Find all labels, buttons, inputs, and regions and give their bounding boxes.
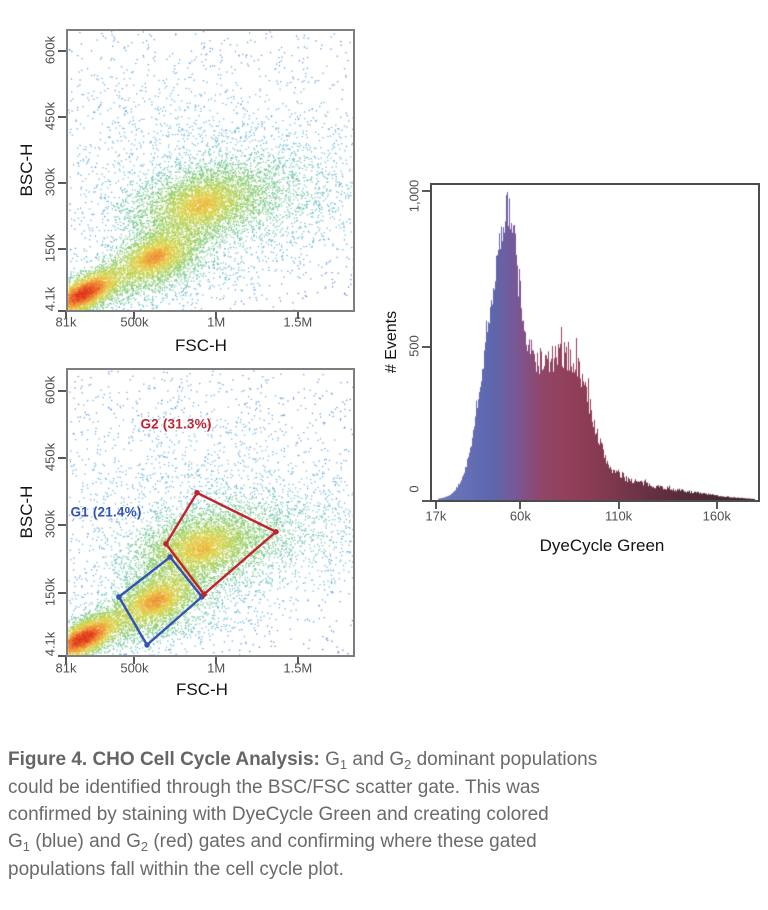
y-tick-mark bbox=[58, 524, 66, 527]
x-tick-mark bbox=[133, 657, 136, 664]
y-tick-mark bbox=[422, 189, 430, 192]
caption-text-segment: (red) gates and confirming where these g… bbox=[148, 831, 537, 852]
x-tick-label: 81k bbox=[55, 314, 77, 330]
histogram-canvas bbox=[432, 185, 758, 500]
gate-g2-label: G2 (31.3%) bbox=[140, 416, 212, 432]
bsc-h-axis-label-bottom: BSC-H bbox=[17, 485, 36, 539]
caption-text-segment: G bbox=[319, 749, 340, 770]
gates-overlay bbox=[116, 489, 279, 648]
x-tick-mark bbox=[296, 657, 299, 664]
y-tick-label: 4.1k bbox=[42, 286, 58, 312]
y-tick-label: 600k bbox=[42, 35, 58, 65]
caption-text-segment: 2 bbox=[404, 756, 412, 772]
caption-text-segment: 1 bbox=[22, 838, 30, 854]
gate-vertex-dot bbox=[144, 642, 150, 648]
x-tick-mark bbox=[65, 657, 67, 664]
y-tick-mark bbox=[422, 345, 430, 348]
gate-vertex-dot bbox=[201, 591, 207, 598]
x-tick-mark bbox=[296, 312, 299, 319]
gate-vertex-dot bbox=[116, 594, 122, 600]
x-tick-label: 500k bbox=[120, 660, 149, 676]
x-tick-mark bbox=[715, 502, 718, 509]
scatter-gated-canvas bbox=[68, 370, 353, 655]
y-tick-mark bbox=[58, 181, 66, 184]
x-tick-label: 160k bbox=[702, 508, 731, 524]
bsc-h-axis-label-top: BSC-H bbox=[17, 143, 36, 197]
y-tick-mark bbox=[58, 50, 66, 53]
x-tick-mark bbox=[215, 657, 218, 664]
caption-text-segment: (blue) and G bbox=[29, 831, 141, 852]
gate-vertex-dot bbox=[194, 489, 200, 496]
x-tick-mark bbox=[617, 502, 620, 509]
x-tick-label: 81k bbox=[55, 660, 77, 676]
y-tick-label: 450k bbox=[42, 442, 58, 471]
y-tick-mark bbox=[58, 655, 66, 657]
y-tick-mark bbox=[58, 247, 66, 250]
caption-text-segment: 1 bbox=[339, 756, 348, 772]
gate-g1-label: G1 (21.4%) bbox=[70, 504, 142, 520]
x-tick-label: 1.5M bbox=[283, 660, 313, 676]
x-tick-label: 500k bbox=[120, 314, 149, 330]
y-tick-label: 4.1k bbox=[42, 631, 58, 657]
y-tick-mark bbox=[422, 500, 430, 502]
y-tick-label: 450k bbox=[42, 101, 58, 131]
x-tick-mark bbox=[215, 312, 218, 319]
fsc-h-axis-label-bottom: FSC-H bbox=[176, 680, 228, 699]
x-tick-mark bbox=[434, 502, 437, 509]
events-axis-label: # Events bbox=[383, 310, 400, 374]
x-tick-label: 110k bbox=[604, 508, 633, 524]
scatter-top-frame bbox=[66, 29, 355, 312]
y-tick-label: 150k bbox=[42, 577, 58, 606]
figure-caption: Figure 4. CHO Cell Cycle Analysis: G1 an… bbox=[8, 746, 764, 883]
gate-g2-polygon bbox=[164, 491, 279, 596]
x-tick-label: 1.5M bbox=[283, 314, 313, 330]
y-tick-label: 600k bbox=[42, 375, 58, 404]
x-tick-mark bbox=[65, 312, 67, 319]
y-tick-label: 150k bbox=[42, 233, 58, 262]
gate-g1-polygon bbox=[117, 555, 204, 647]
gate-vertex-dot bbox=[163, 541, 169, 547]
y-tick-label: 300k bbox=[42, 510, 58, 539]
x-tick-label: 1M bbox=[207, 660, 226, 676]
histogram-frame bbox=[430, 183, 760, 502]
caption-text-segment: could be identified through the BSC/FSC … bbox=[8, 777, 540, 798]
y-tick-label: 1,000 bbox=[406, 179, 422, 213]
y-tick-label: 300k bbox=[42, 167, 58, 197]
caption-text-segment: and G bbox=[347, 749, 405, 770]
gate-vertex-dot bbox=[167, 554, 173, 560]
caption-text-segment: dominant populations bbox=[411, 749, 598, 770]
scatter-gated-frame bbox=[66, 368, 355, 657]
y-tick-mark bbox=[58, 456, 66, 459]
caption-text-segment: populations fall within the cell cycle p… bbox=[8, 859, 344, 880]
y-tick-mark bbox=[58, 310, 66, 312]
fsc-h-axis-label-top: FSC-H bbox=[175, 336, 227, 355]
caption-text-segment: confirmed by staining with DyeCycle Gree… bbox=[8, 804, 549, 825]
caption-text-segment: Figure 4. CHO Cell Cycle Analysis: bbox=[8, 749, 320, 770]
caption-text-segment: 2 bbox=[140, 838, 149, 854]
caption-text-segment: G bbox=[8, 831, 23, 852]
x-tick-label: 1M bbox=[207, 314, 226, 330]
y-tick-label: 500 bbox=[406, 335, 422, 357]
x-tick-label: 17k bbox=[425, 508, 447, 524]
x-tick-mark bbox=[519, 502, 522, 509]
gate-vertex-dot bbox=[273, 529, 279, 535]
scatter-top-canvas bbox=[68, 31, 353, 310]
y-tick-mark bbox=[58, 116, 66, 119]
x-tick-mark bbox=[133, 312, 136, 319]
x-tick-label: 60k bbox=[509, 508, 531, 524]
y-tick-mark bbox=[58, 591, 66, 594]
dyecycle-axis-label: DyeCycle Green bbox=[539, 536, 665, 555]
y-tick-label: 0 bbox=[406, 485, 422, 493]
y-tick-mark bbox=[58, 389, 66, 392]
